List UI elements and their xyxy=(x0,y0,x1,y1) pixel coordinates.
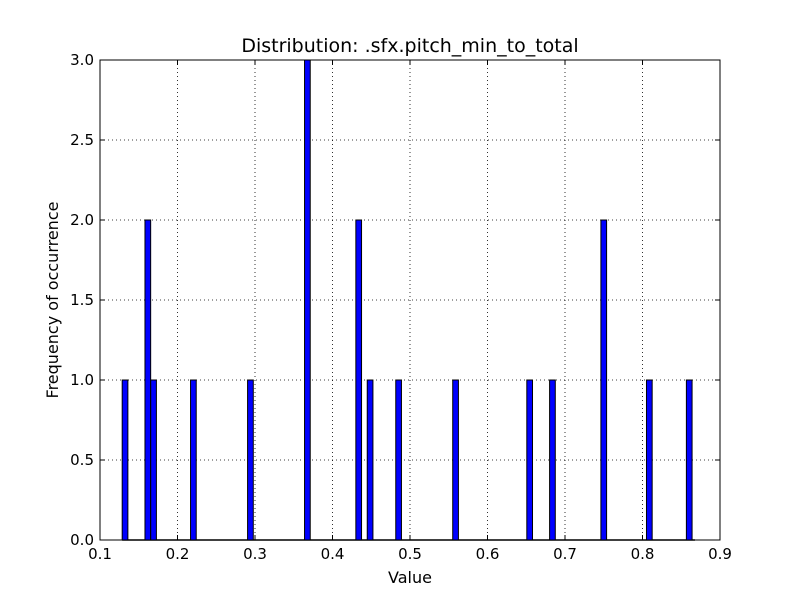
x-tick-label: 0.9 xyxy=(708,545,732,563)
y-tick-label: 2.5 xyxy=(70,131,94,149)
x-tick-label: 0.5 xyxy=(398,545,422,563)
histogram-bar xyxy=(645,379,653,541)
y-tick-label: 2.0 xyxy=(70,211,94,229)
y-tick-label: 1.0 xyxy=(70,371,94,389)
x-tick-label: 0.2 xyxy=(166,545,190,563)
histogram-bar xyxy=(685,379,693,541)
x-axis-label: Value xyxy=(388,568,432,587)
histogram-bar xyxy=(190,379,197,541)
y-tick-labels: 0.0 0.5 1.0 1.5 2.0 2.5 3.0 xyxy=(70,51,94,549)
y-axis-label: Frequency of occurrence xyxy=(43,202,62,399)
histogram-bar xyxy=(144,219,152,541)
y-tick-label: 1.5 xyxy=(70,291,94,309)
histogram-bar xyxy=(395,379,402,541)
histogram-bar xyxy=(304,59,311,541)
x-tick-labels: 0.1 0.2 0.3 0.4 0.5 0.6 0.7 0.8 0.9 xyxy=(88,545,732,563)
histogram-bar xyxy=(150,379,157,541)
grid-lines xyxy=(100,60,720,540)
histogram-bar xyxy=(247,379,254,541)
chart-title: Distribution: .sfx.pitch_min_to_total xyxy=(241,35,578,57)
axis-ticks xyxy=(99,59,721,541)
x-tick-label: 0.7 xyxy=(553,545,577,563)
x-tick-label: 0.6 xyxy=(476,545,500,563)
histogram-bar xyxy=(549,379,556,541)
histogram-bar xyxy=(526,379,534,541)
histogram-bar xyxy=(600,219,608,541)
x-tick-label: 0.8 xyxy=(631,545,655,563)
histogram-bar xyxy=(355,219,363,541)
y-tick-label: 0.5 xyxy=(70,451,94,469)
histogram-bar xyxy=(452,379,459,541)
histogram-bar xyxy=(366,379,374,541)
y-tick-label: 0.0 xyxy=(70,531,94,549)
x-tick-label: 0.4 xyxy=(321,545,345,563)
x-tick-label: 0.3 xyxy=(243,545,267,563)
y-tick-label: 3.0 xyxy=(70,51,94,69)
histogram-bar xyxy=(121,379,129,541)
x-tick-label: 0.1 xyxy=(88,545,112,563)
